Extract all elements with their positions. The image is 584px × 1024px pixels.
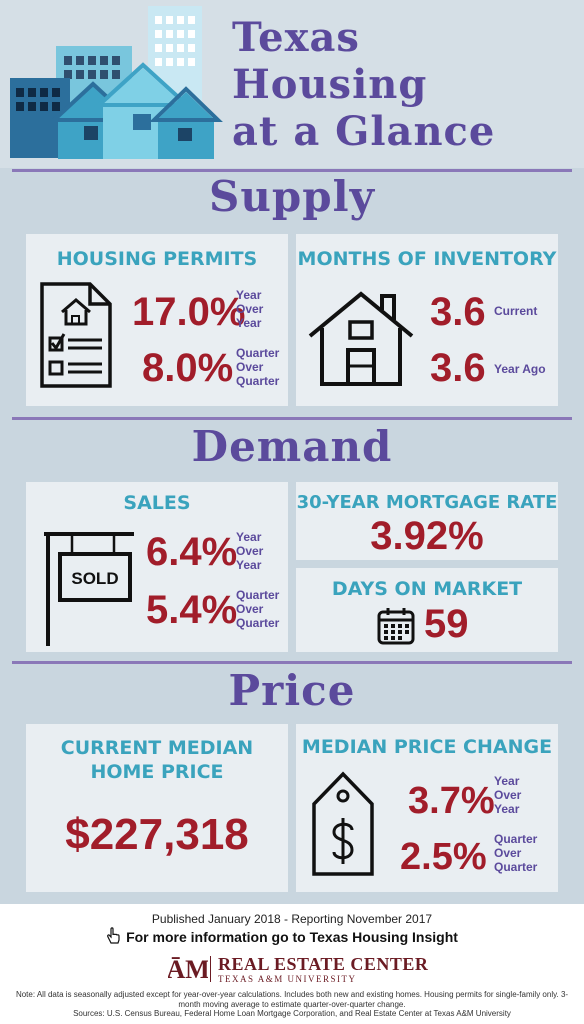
label-line: Over (236, 544, 264, 558)
divider (12, 169, 572, 172)
org-subtitle: TEXAS A&M UNIVERSITY (218, 974, 357, 984)
permits-qoq-value: 8.0% (142, 346, 234, 390)
footnote: Note: All data is seasonally adjusted ex… (14, 990, 570, 1019)
panel-housing-permits: Housing Permits 17.0% Year Over Year 8.0… (26, 234, 288, 406)
days-on-market-value: 59 (424, 602, 469, 646)
median-price-value: $227,318 (65, 810, 249, 859)
price-yoy-value: 3.7% (408, 780, 495, 822)
label-line: Over (494, 788, 522, 802)
divider (12, 417, 572, 420)
section-title-demand: Demand (191, 422, 393, 471)
divider (12, 661, 572, 664)
sold-sign-text: SOLD (71, 569, 118, 588)
inventory-ago-label: Year Ago (494, 362, 546, 376)
calendar-icon (377, 608, 415, 645)
title-line: Home Price (90, 761, 224, 783)
panel-title: Median Price Change (301, 736, 553, 758)
label-line: Year (236, 288, 262, 302)
section-title-price: Price (228, 666, 356, 715)
sales-qoq-value: 5.4% (146, 588, 238, 632)
label-line: Quarter (236, 588, 280, 602)
panel-title: Current Median Home Price (26, 736, 288, 784)
label-line: Quarter (494, 832, 538, 846)
price-yoy-label: Year Over Year (494, 774, 521, 816)
sales-yoy-value: 6.4% (146, 530, 238, 574)
label-line: Quarter (236, 346, 280, 360)
inventory-ago-value: 3.6 (430, 346, 486, 390)
permits-yoy-label: Year Over Year (236, 288, 263, 330)
sales-yoy-label: Year Over Year (236, 530, 263, 572)
org-name: REAL ESTATE CENTER (218, 954, 429, 974)
label-line: Over (236, 360, 264, 374)
panel-mortgage-rate: 30-Year Mortgage Rate 3.92% (296, 482, 558, 560)
sold-sign-icon: SOLD (44, 532, 134, 646)
buildings-icon (10, 6, 223, 159)
label-line: Quarter (494, 860, 538, 874)
document-house-icon (40, 282, 112, 388)
label-line: Year (494, 802, 520, 816)
panel-title: 30-Year Mortgage Rate (296, 492, 558, 513)
label-line: Over (236, 302, 264, 316)
sales-qoq-label: Quarter Over Quarter (236, 588, 279, 630)
panel-title: Housing Permits (56, 248, 258, 270)
permits-yoy-value: 17.0% (132, 290, 246, 334)
atm-logo: ĀM (168, 955, 208, 984)
inventory-current-value: 3.6 (430, 290, 486, 334)
note-text: Note: All data is seasonally adjusted ex… (15, 990, 569, 1009)
label-line: Year (494, 774, 520, 788)
panel-current-median-price: Current Median Home Price $227,318 (26, 724, 288, 892)
header: Texas Housing at a Glance (0, 0, 584, 168)
section-title-supply: Supply (209, 172, 375, 221)
panel-median-price-change: Median Price Change 3.7% Year Over Year … (296, 724, 558, 892)
footer: Published January 2018 - Reporting Novem… (0, 904, 584, 1024)
price-qoq-label: Quarter Over Quarter (494, 832, 537, 874)
inventory-current-label: Current (494, 304, 538, 318)
label-line: Year (236, 530, 262, 544)
label-line: Year (236, 316, 262, 330)
svg-text:ĀM: ĀM (168, 955, 208, 984)
price-qoq-value: 2.5% (400, 836, 487, 878)
pointer-hand-icon (107, 927, 120, 944)
panel-title: Sales (123, 492, 191, 514)
more-info-link[interactable]: For more information go to Texas Housing… (126, 929, 458, 945)
title-line-3: at a Glance (232, 108, 496, 155)
title-line-1: Texas (232, 14, 360, 61)
panel-title: Days on Market (331, 578, 523, 600)
label-line: Over (236, 602, 264, 616)
label-line: Quarter (236, 374, 280, 388)
page-title: Texas Housing at a Glance (232, 14, 572, 155)
permits-qoq-label: Quarter Over Quarter (236, 346, 279, 388)
logo-divider (210, 956, 211, 982)
label-line: Year (236, 558, 262, 572)
published-date: Published January 2018 - Reporting Novem… (151, 912, 433, 926)
sources-text: Sources: U.S. Census Bureau, Federal Hom… (73, 1009, 511, 1018)
panel-days-on-market: Days on Market 59 (296, 568, 558, 652)
panel-months-of-inventory: Months of Inventory 3.6 Current 3.6 Year… (296, 234, 558, 406)
price-tag-icon (312, 771, 374, 876)
label-line: Quarter (236, 616, 280, 630)
panel-title: Months of Inventory (297, 248, 557, 270)
mortgage-rate-value: 3.92% (370, 514, 484, 558)
title-line: Current Median (60, 737, 254, 759)
panel-sales: Sales SOLD 6.4% Year Over Year 5.4% Quar… (26, 482, 288, 652)
title-line-2: Housing (232, 61, 428, 108)
house-outline-icon (308, 291, 414, 386)
label-line: Over (494, 846, 522, 860)
